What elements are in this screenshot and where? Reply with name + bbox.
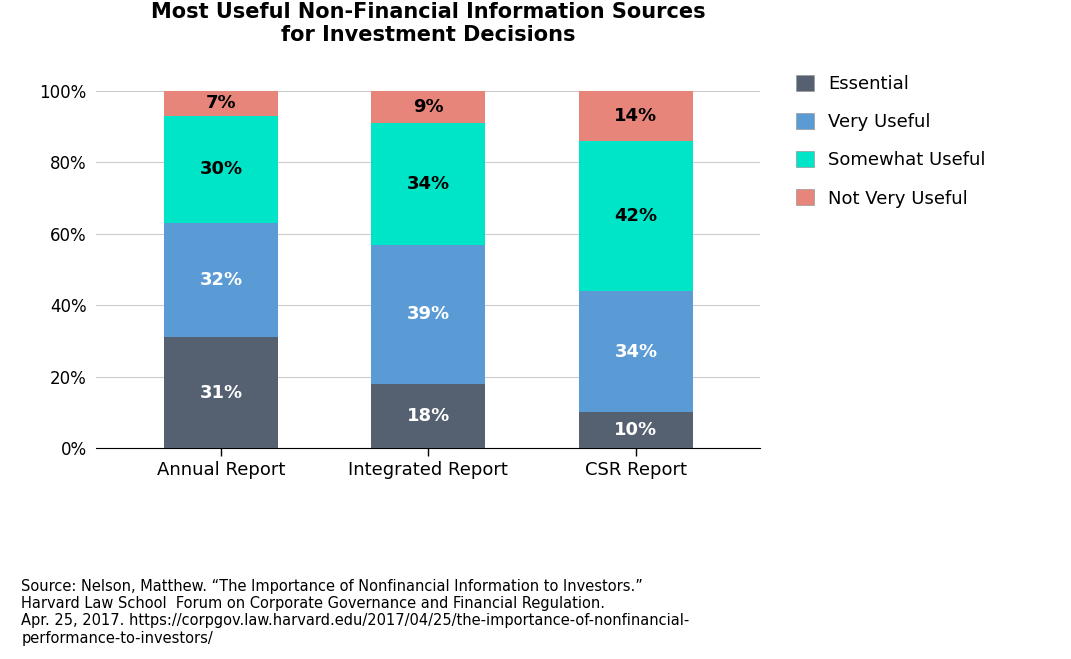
- Text: 18%: 18%: [407, 407, 450, 425]
- Legend: Essential, Very Useful, Somewhat Useful, Not Very Useful: Essential, Very Useful, Somewhat Useful,…: [796, 75, 986, 208]
- Bar: [164, 223, 278, 337]
- Title: Most Useful Non-Financial Information Sources
for Investment Decisions: Most Useful Non-Financial Information So…: [151, 2, 706, 45]
- Bar: [372, 123, 485, 244]
- Text: 34%: 34%: [407, 175, 450, 193]
- Text: 42%: 42%: [615, 207, 658, 225]
- Text: 9%: 9%: [413, 98, 443, 116]
- Bar: [578, 91, 693, 141]
- Bar: [372, 91, 485, 123]
- Text: 39%: 39%: [407, 305, 450, 323]
- Text: Source: Nelson, Matthew. “The Importance of Nonfinancial Information to Investor: Source: Nelson, Matthew. “The Importance…: [21, 579, 690, 646]
- Text: 34%: 34%: [615, 343, 658, 360]
- Text: 30%: 30%: [199, 161, 242, 179]
- Bar: [164, 116, 278, 223]
- Bar: [372, 244, 485, 384]
- Text: 14%: 14%: [615, 107, 658, 125]
- Text: 31%: 31%: [199, 384, 242, 402]
- Text: 32%: 32%: [199, 272, 242, 289]
- Bar: [578, 141, 693, 291]
- Text: 10%: 10%: [615, 421, 658, 440]
- Bar: [164, 91, 278, 116]
- Bar: [372, 384, 485, 448]
- Bar: [578, 291, 693, 413]
- Bar: [164, 337, 278, 448]
- Bar: [578, 413, 693, 448]
- Text: 7%: 7%: [206, 94, 237, 113]
